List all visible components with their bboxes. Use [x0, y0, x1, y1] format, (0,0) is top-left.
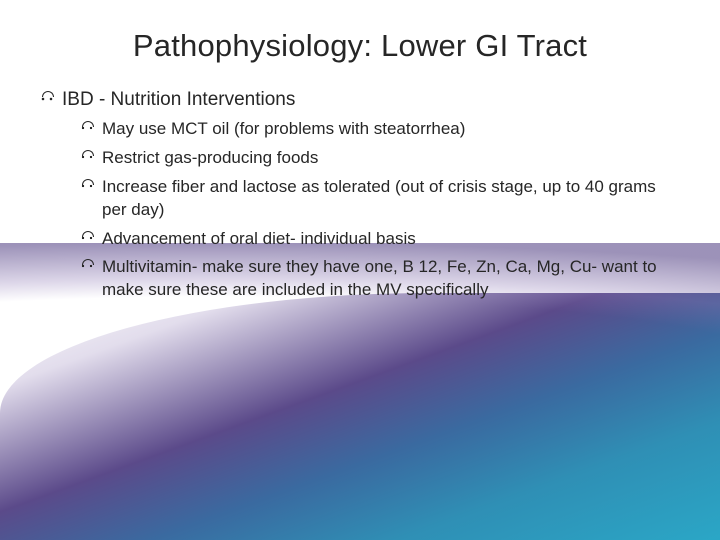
level1-list: IBD - Nutrition Interventions May use MC… [40, 88, 680, 302]
slide-title: Pathophysiology: Lower GI Tract [40, 28, 680, 64]
level1-item: IBD - Nutrition Interventions May use MC… [40, 88, 680, 302]
level2-item: May use MCT oil (for problems with steat… [80, 118, 680, 141]
level2-item: Advancement of oral diet- individual bas… [80, 228, 680, 251]
level2-item: Multivitamin- make sure they have one, B… [80, 256, 680, 302]
slide: Pathophysiology: Lower GI Tract IBD - Nu… [0, 0, 720, 540]
bullet-text: May use MCT oil (for problems with steat… [102, 119, 465, 138]
level2-item: Increase fiber and lactose as tolerated … [80, 176, 680, 222]
level2-list: May use MCT oil (for problems with steat… [80, 118, 680, 303]
level1-text: IBD - Nutrition Interventions [62, 89, 295, 110]
bullet-text: Increase fiber and lactose as tolerated … [102, 177, 656, 219]
bullet-text: Restrict gas-producing foods [102, 148, 318, 167]
slide-content: Pathophysiology: Lower GI Tract IBD - Nu… [0, 0, 720, 302]
bullet-text: Multivitamin- make sure they have one, B… [102, 257, 657, 299]
bullet-text: Advancement of oral diet- individual bas… [102, 229, 416, 248]
level2-item: Restrict gas-producing foods [80, 147, 680, 170]
